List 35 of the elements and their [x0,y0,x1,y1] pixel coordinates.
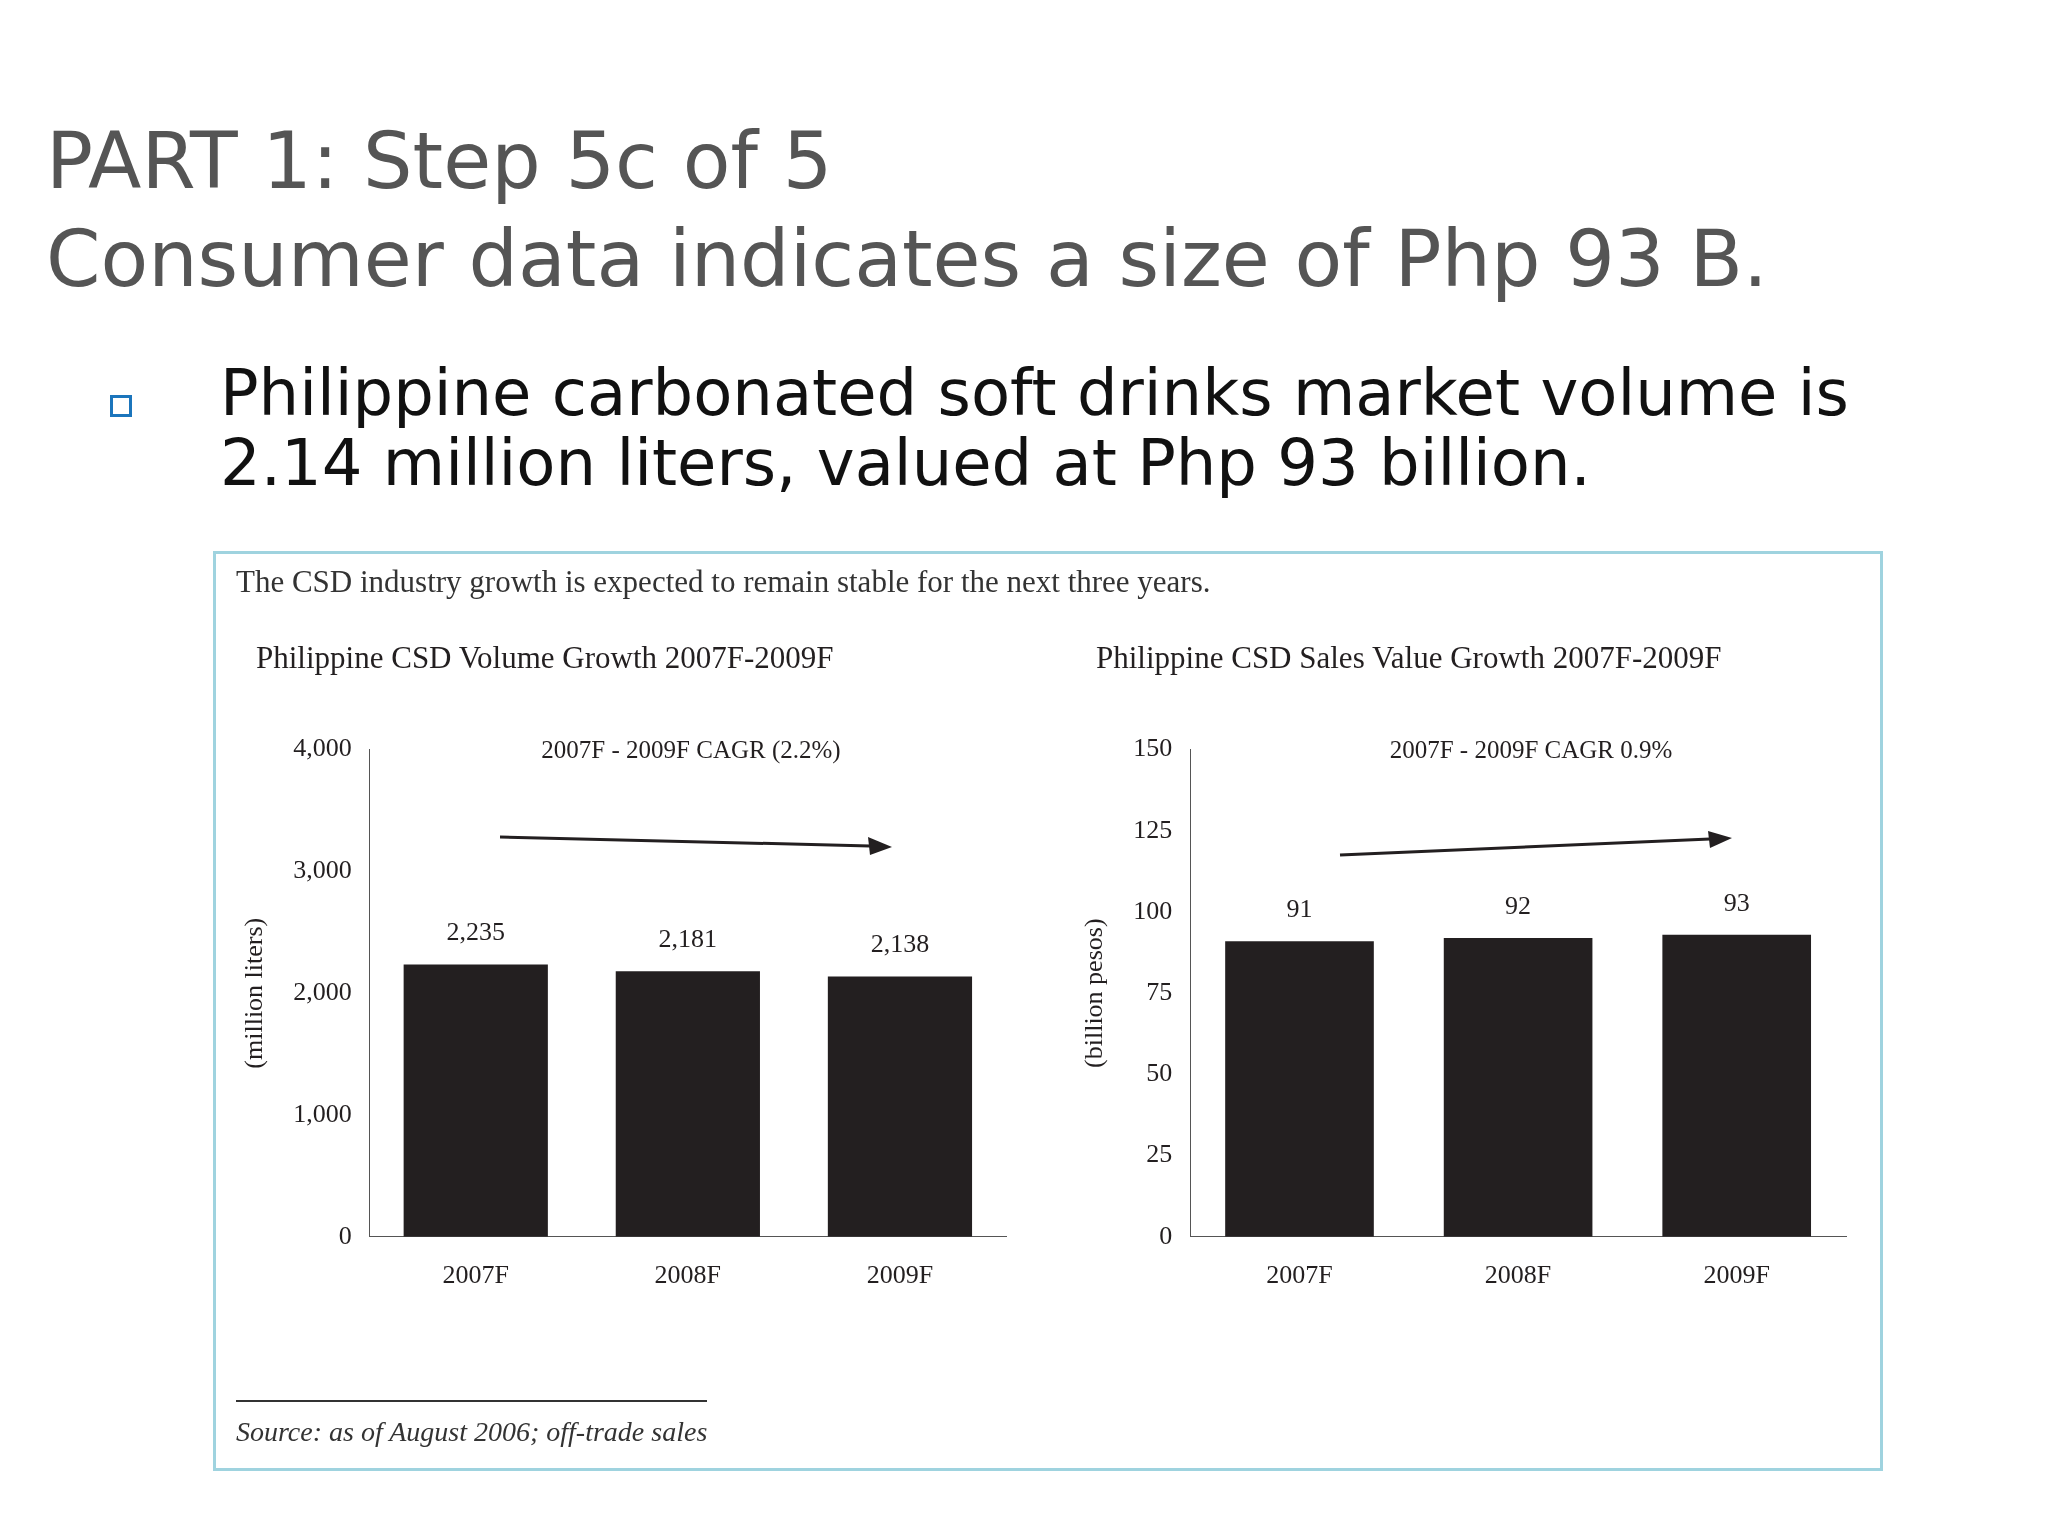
text: Philippine carbonated soft drinks market volume is 2.14 million liters, valued at Php 93 billion. [220,356,1850,501]
text: PART 1: Step 5c of 5 [46,115,834,208]
x-tick-label: 2009F [866,1260,934,1290]
y-tick-label: 2,000 [293,977,352,1007]
y-axis-title: (million liters) [239,917,269,1069]
y-tick-label: 0 [1159,1220,1173,1250]
y-tick-label: 0 [338,1220,352,1250]
text: Consumer data indicates a size of Php 93 B. [46,212,1768,306]
source-note: Source: as of August 2006; off-trade sales [236,1400,708,1448]
y-tick-label: 125 [1133,814,1173,844]
y-tick-label: 25 [1146,1139,1173,1169]
x-tick-label: 2007F [442,1260,509,1290]
data-label: 2,235 [446,917,505,947]
x-tick-label: 2007F [1266,1260,1333,1290]
annotation: 2007F - 2009F CAGR 0.9% [1389,736,1673,763]
y-tick-label: 150 [1133,733,1173,763]
x-tick-label: 2009F [1703,1260,1770,1290]
y-tick-label: 3,000 [293,855,352,885]
y-tick-label: 4,000 [293,733,352,763]
data-label: 2,138 [870,929,930,959]
y-tick-label: 100 [1133,895,1173,925]
text: The CSD industry growth is expected to remain stable for the next three years. [236,564,1212,600]
data-label: 2,181 [658,923,718,953]
data-label: 93 [1723,887,1750,917]
data-label: 92 [1505,890,1532,920]
annotation: 2007F - 2009F CAGR (2.2%) [541,736,841,763]
x-tick-label: 2008F [654,1260,722,1290]
x-tick-label: 2008F [1484,1260,1552,1290]
y-tick-label: 75 [1146,977,1173,1007]
chart-title: Philippine CSD Sales Value Growth 2007F-2009F [1096,640,1723,676]
y-tick-label: 50 [1146,1058,1173,1088]
chart-title: Philippine CSD Volume Growth 2007F-2009F [256,640,835,676]
y-axis-title: (billion pesos) [1079,918,1109,1068]
y-tick-label: 1,000 [293,1098,352,1128]
data-label: 91 [1286,894,1313,924]
